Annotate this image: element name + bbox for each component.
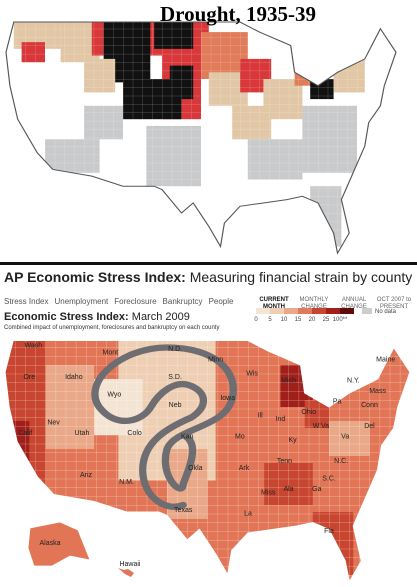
- state-label: Va: [341, 434, 349, 441]
- legend-label: 20: [309, 317, 316, 323]
- legend-label: 10: [281, 317, 288, 323]
- legend-label: 100**: [333, 317, 348, 323]
- state-labels: Wash Ore Calif Nev Idaho Mont Wyo Utah Colo Ariz N…: [18, 343, 395, 569]
- no-data-swatch: [362, 308, 372, 314]
- state-label: Kan: [181, 434, 194, 441]
- state-label: Colo: [127, 430, 142, 437]
- view-option[interactable]: OCT 2007 to PRESENT: [376, 297, 412, 310]
- legend-swatch: [312, 308, 326, 314]
- legend-swatch: [256, 308, 270, 314]
- state-label: Wash: [25, 343, 43, 350]
- stress-panel: AP Economic Stress Index: Measuring fina…: [0, 262, 417, 587]
- state-label: Pa: [333, 399, 342, 406]
- state-label: Ky: [288, 437, 297, 444]
- state-label: La: [244, 511, 252, 518]
- state-label: N.Y.: [347, 378, 360, 385]
- tab[interactable]: Foreclosure: [114, 297, 157, 306]
- state-label: Ariz: [80, 472, 93, 479]
- state-label: Neb: [169, 402, 182, 409]
- tab[interactable]: People: [208, 297, 234, 306]
- state-label: Utah: [75, 430, 90, 437]
- tabs: Stress Index Unemployment Foreclosure Bankr…: [4, 297, 239, 306]
- state-label: Ohio: [301, 409, 316, 416]
- state-label: S.C.: [322, 476, 336, 483]
- view-option[interactable]: ANNUAL CHANGE: [341, 297, 367, 310]
- state-label: Hawaii: [119, 561, 140, 568]
- state-label: Calif: [18, 430, 32, 437]
- state-label: Iowa: [220, 395, 235, 402]
- state-label: Alaska: [39, 540, 60, 547]
- title-suffix: Measuring financial strain by county: [189, 269, 413, 285]
- legend-label: 5: [268, 317, 272, 323]
- tab[interactable]: Bankruptcy: [162, 297, 203, 306]
- title: AP Economic Stress Index:: [4, 269, 186, 285]
- drought-title: Drought, 1935-39: [160, 2, 316, 26]
- no-data-label: No data: [375, 309, 397, 315]
- state-label: Minn: [208, 357, 223, 364]
- state-label: Nev: [47, 420, 60, 427]
- legend-label: 25: [323, 317, 330, 323]
- tab[interactable]: Unemployment: [54, 297, 109, 306]
- hawaii-inset: [118, 568, 134, 577]
- legend-swatch: [298, 308, 312, 314]
- state-label: Ala: [283, 486, 293, 493]
- legend-label: 0: [254, 317, 258, 323]
- state-label: Okla: [188, 465, 203, 472]
- state-label: Mich: [281, 378, 296, 385]
- state-label: Mont: [103, 350, 119, 357]
- state-label: W.Va: [313, 423, 329, 430]
- state-label: N.D.: [168, 346, 182, 353]
- state-label: N.M.: [119, 479, 134, 486]
- state-label: Ill: [258, 413, 264, 420]
- state-label: N.C.: [334, 458, 348, 465]
- state-label: Tenn: [277, 458, 292, 465]
- view-option[interactable]: CURRENT MONTH: [259, 297, 289, 310]
- drought-outline: [91, 344, 237, 510]
- legend-swatch: [284, 308, 298, 314]
- subtitle-text: Economic Stress Index:: [4, 311, 129, 323]
- legend-swatch: [340, 308, 354, 314]
- legend-swatch: [270, 308, 284, 314]
- state-label: Wis: [246, 371, 258, 378]
- legend-swatch: [326, 308, 340, 314]
- state-label: Mo: [235, 434, 245, 441]
- alaska-inset: [27, 521, 91, 567]
- state-label: Wyo: [107, 392, 121, 399]
- drought-map: [4, 20, 398, 256]
- legend: 0 5 10 15 20 25 100** No data: [254, 308, 397, 323]
- panel-title: AP Economic Stress Index: Measuring fina…: [4, 269, 412, 285]
- state-label: Ind: [276, 416, 286, 423]
- view-option[interactable]: MONTHLY CHANGE: [299, 297, 329, 310]
- tab[interactable]: Stress Index: [4, 297, 49, 306]
- subtitle: Economic Stress Index: March 2009: [4, 311, 190, 323]
- state-label: Conn: [361, 402, 378, 409]
- state-label: Fla: [324, 528, 334, 535]
- legend-label: 15: [295, 317, 302, 323]
- note: Combined impact of unemployment, foreclo…: [4, 325, 220, 331]
- state-label: Texas: [174, 507, 193, 514]
- state-label: Maine: [376, 357, 395, 364]
- state-label: Ore: [23, 374, 35, 381]
- views: CURRENT MONTH MONTHLY CHANGE ANNUAL CHANGE…: [254, 297, 416, 311]
- state-label: Ga: [312, 486, 321, 493]
- state-label: S.D.: [168, 374, 182, 381]
- state-label: Del: [364, 423, 375, 430]
- state-label: Idaho: [65, 374, 83, 381]
- state-label: Miss: [261, 490, 276, 497]
- subtitle-date: March 2009: [131, 311, 190, 323]
- state-label: Mass: [369, 388, 386, 395]
- state-label: Ark: [239, 465, 250, 472]
